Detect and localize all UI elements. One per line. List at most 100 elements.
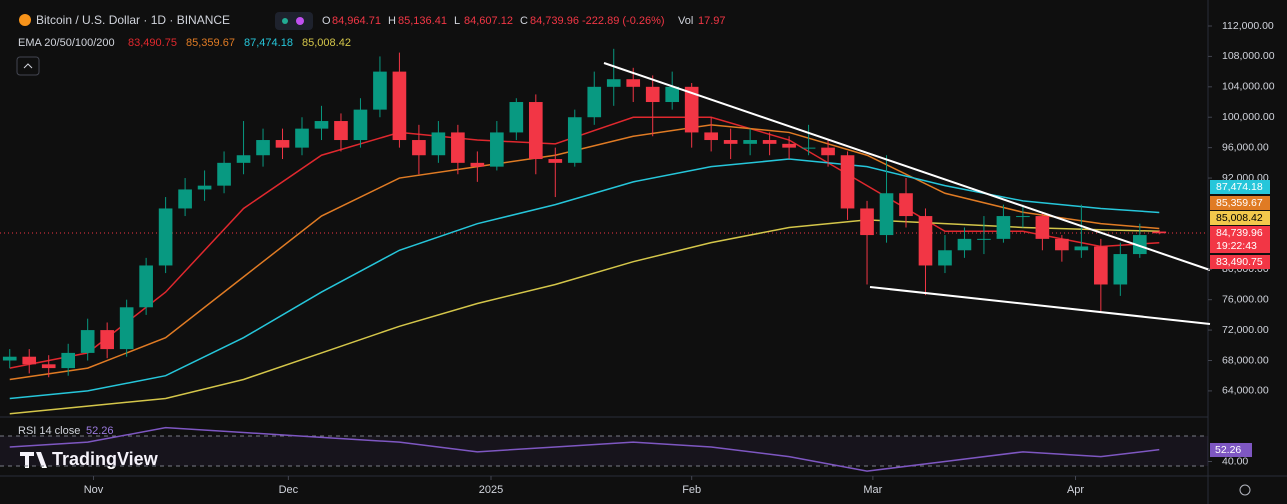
candle-body — [1094, 246, 1108, 285]
status-pill[interactable] — [275, 12, 313, 30]
candle-body — [840, 155, 855, 209]
x-tick-label: Dec — [279, 484, 299, 496]
candle-body — [626, 79, 641, 87]
rsi-badge — [1210, 443, 1252, 457]
candle-body — [1132, 235, 1147, 255]
candle-body — [645, 86, 660, 103]
x-tick-label: Nov — [84, 484, 104, 496]
candle-body — [431, 132, 446, 156]
ohlc-key: L — [454, 15, 460, 27]
ohlc-key: O — [322, 15, 331, 27]
candle-body — [860, 208, 874, 236]
y-tick-label: 68,000.00 — [1222, 354, 1269, 366]
candle-body — [821, 147, 835, 156]
change: -222.89 (-0.26%) — [582, 15, 665, 27]
price-badge — [1210, 255, 1270, 269]
candle-body — [2, 356, 17, 361]
candle-body — [158, 208, 173, 266]
x-tick-label: Mar — [863, 484, 882, 496]
y-tick-label: 96,000.00 — [1222, 141, 1269, 153]
candle-body — [528, 102, 543, 160]
candle-body — [275, 140, 290, 148]
candle-body — [684, 86, 699, 133]
price-badge — [1210, 239, 1270, 253]
y-tick-label: 104,000.00 — [1222, 81, 1275, 93]
candle-body — [392, 71, 407, 141]
trendline-lower — [869, 286, 1211, 325]
candle-body — [197, 185, 212, 190]
price-badge-label: 84,739.96 — [1216, 227, 1263, 239]
candle-body — [899, 193, 913, 217]
candle-body — [704, 132, 718, 141]
brand: TradingView — [52, 449, 159, 469]
candle-body — [879, 193, 894, 236]
ohlc-key: C — [520, 15, 528, 27]
ema-value: 83,490.75 — [128, 37, 177, 49]
candle-body — [490, 132, 504, 167]
rsi-line — [9, 426, 1160, 472]
candle-body — [996, 216, 1011, 239]
y-tick-label: 64,000.00 — [1222, 385, 1269, 397]
bitcoin-icon — [19, 14, 31, 26]
candle-body — [918, 216, 933, 266]
x-tick-label: 2025 — [479, 484, 503, 496]
ema-line — [9, 124, 1160, 381]
ohlc-key: H — [388, 15, 396, 27]
candle-body — [509, 102, 524, 133]
data-status — [296, 17, 304, 25]
candle-body — [782, 143, 796, 148]
candle-body — [606, 79, 621, 87]
y-tick-label: 112,000.00 — [1222, 20, 1274, 32]
candle-body — [451, 132, 465, 163]
candle-body — [100, 330, 114, 350]
candle-body — [1074, 246, 1089, 251]
candle-body — [178, 189, 192, 209]
ema-value: 87,474.18 — [244, 37, 293, 49]
candle-body — [353, 109, 368, 141]
candle-body — [587, 86, 602, 118]
y-tick-label: 72,000.00 — [1222, 324, 1269, 336]
candle-body — [762, 140, 777, 144]
candle-body — [61, 352, 76, 369]
market-status — [282, 18, 288, 24]
price-badge — [1210, 196, 1270, 210]
rsi-band — [0, 436, 1208, 466]
candle-body — [801, 147, 816, 149]
ohlc-value: 84,964.71 — [332, 15, 381, 27]
ema-value: 85,008.42 — [302, 37, 351, 49]
x-tick-label: Feb — [682, 484, 701, 496]
candle-body — [334, 121, 348, 141]
y-tick-label: 76,000.00 — [1222, 293, 1269, 305]
candle-body — [665, 86, 680, 103]
price-badge-label: 87,474.18 — [1216, 181, 1263, 193]
candle-body — [1016, 216, 1030, 218]
rsi-label: RSI 14 close — [18, 425, 80, 437]
candle-body — [22, 356, 37, 365]
settings-icon[interactable] — [1239, 484, 1251, 496]
candle-body — [977, 238, 991, 240]
price-badge-label: 83,490.75 — [1216, 256, 1263, 268]
candle-body — [548, 159, 563, 163]
price-badge-label: 85,008.42 — [1216, 212, 1263, 224]
collapse-button[interactable] — [16, 56, 40, 76]
candle-body — [1035, 216, 1050, 239]
candle-body — [314, 121, 329, 129]
candle-body — [80, 330, 95, 353]
candle-body — [938, 250, 952, 266]
rsi-badge-label: 52.26 — [1215, 444, 1241, 456]
candle-body — [119, 307, 134, 350]
tv-logo — [20, 452, 47, 468]
candle-body — [957, 238, 972, 251]
x-tick-label: Apr — [1067, 484, 1084, 496]
price-badge — [1210, 211, 1270, 225]
ohlc-value: 84,607.12 — [464, 15, 513, 27]
candle-body — [743, 140, 757, 144]
y-tick-label: 108,000.00 — [1222, 50, 1275, 62]
candle-body — [373, 71, 387, 110]
candle-body — [723, 140, 738, 144]
ohlc-header: O 84,964.71 H 85,136.41 L 84,607.12 C 84,739.96… — [128, 15, 726, 49]
collapse-icon — [23, 63, 33, 69]
candle-body — [139, 265, 153, 308]
